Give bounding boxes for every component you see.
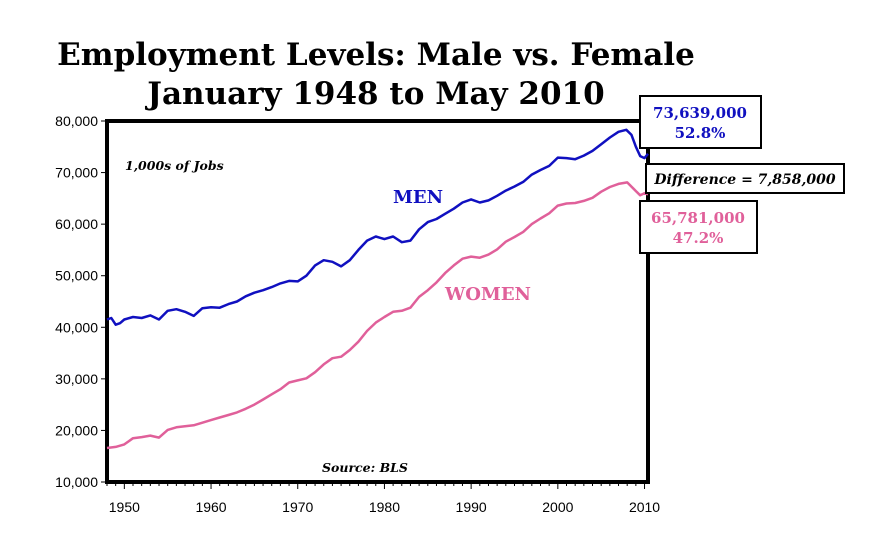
x-tick-label: 1970 <box>282 499 313 515</box>
men-series-label: MEN <box>393 187 443 208</box>
x-tick-label: 2000 <box>542 499 573 515</box>
y-tick-label: 60,000 <box>55 216 98 232</box>
men-value-box: 73,639,000 52.8% <box>639 95 762 149</box>
x-axis: 1950 1960 1970 1980 1990 2000 2010 <box>106 482 660 515</box>
y-tick-label: 50,000 <box>55 268 98 284</box>
plot-frame <box>105 119 650 484</box>
y-tick-label: 80,000 <box>55 113 98 129</box>
y-axis: 10,000 20,000 30,000 40,000 50,000 60,000 70,0… <box>55 113 107 490</box>
y-tick-label: 40,000 <box>55 319 98 335</box>
difference-box: Difference = 7,858,000 <box>645 163 845 194</box>
x-tick-label: 1960 <box>195 499 226 515</box>
men-share-value: 52.8% <box>675 124 726 142</box>
men-series-line <box>106 128 649 326</box>
source-note: Source: BLS <box>322 460 408 475</box>
x-tick-label: 1990 <box>456 499 487 515</box>
women-share-value: 47.2% <box>673 229 724 247</box>
y-tick-label: 70,000 <box>55 165 98 181</box>
women-total-value: 65,781,000 <box>651 209 745 227</box>
y-tick-label: 30,000 <box>55 371 98 387</box>
men-box-frame <box>639 95 762 149</box>
difference-value: Difference = 7,858,000 <box>653 172 836 188</box>
x-tick-label: 1950 <box>109 499 140 515</box>
difference-box-frame <box>645 163 845 194</box>
x-tick-label: 2010 <box>629 499 660 515</box>
y-tick-label: 10,000 <box>55 474 98 490</box>
women-series-label: WOMEN <box>444 284 531 305</box>
women-series-line <box>106 181 649 450</box>
x-tick-label: 1980 <box>369 499 400 515</box>
y-tick-label: 20,000 <box>55 422 98 438</box>
chart-title: Employment Levels: Male vs. Female <box>57 37 695 73</box>
chart-subtitle: January 1948 to May 2010 <box>144 76 604 112</box>
women-value-box: 65,781,000 47.2% <box>639 200 758 254</box>
men-total-value: 73,639,000 <box>653 104 747 122</box>
women-box-frame <box>639 200 758 254</box>
unit-note: 1,000s of Jobs <box>125 158 224 173</box>
